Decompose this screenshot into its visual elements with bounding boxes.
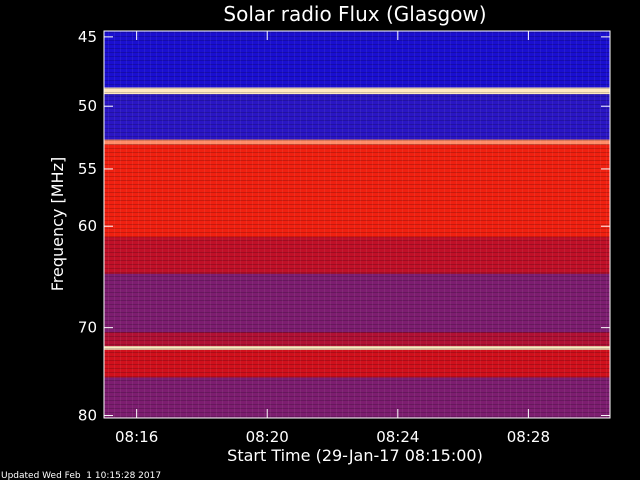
y-tick-label: 45 xyxy=(78,28,97,46)
x-tick-label: 08:28 xyxy=(507,428,550,446)
x-axis: 08:16 08:20 08:24 08:28 xyxy=(115,31,550,446)
y-tick-label: 80 xyxy=(78,407,97,425)
x-tick-label: 08:24 xyxy=(376,428,419,446)
heatmap-stripes xyxy=(104,31,610,418)
x-axis-label: Start Time (29-Jan-17 08:15:00) xyxy=(227,446,483,465)
y-tick-label: 50 xyxy=(78,97,97,115)
y-tick-label: 70 xyxy=(78,319,97,337)
y-axis-label: Frequency [MHz] xyxy=(48,157,67,291)
x-tick-label: 08:16 xyxy=(115,428,158,446)
plot-frame xyxy=(103,30,611,419)
y-tick-label: 60 xyxy=(78,217,97,235)
y-tick-label: 55 xyxy=(78,160,97,178)
y-axis: 45 50 55 60 70 80 xyxy=(78,28,610,425)
updated-timestamp: Updated Wed Feb 1 10:15:28 2017 xyxy=(1,471,161,480)
x-tick-label: 08:20 xyxy=(246,428,289,446)
chart-title: Solar radio Flux (Glasgow) xyxy=(223,2,486,26)
